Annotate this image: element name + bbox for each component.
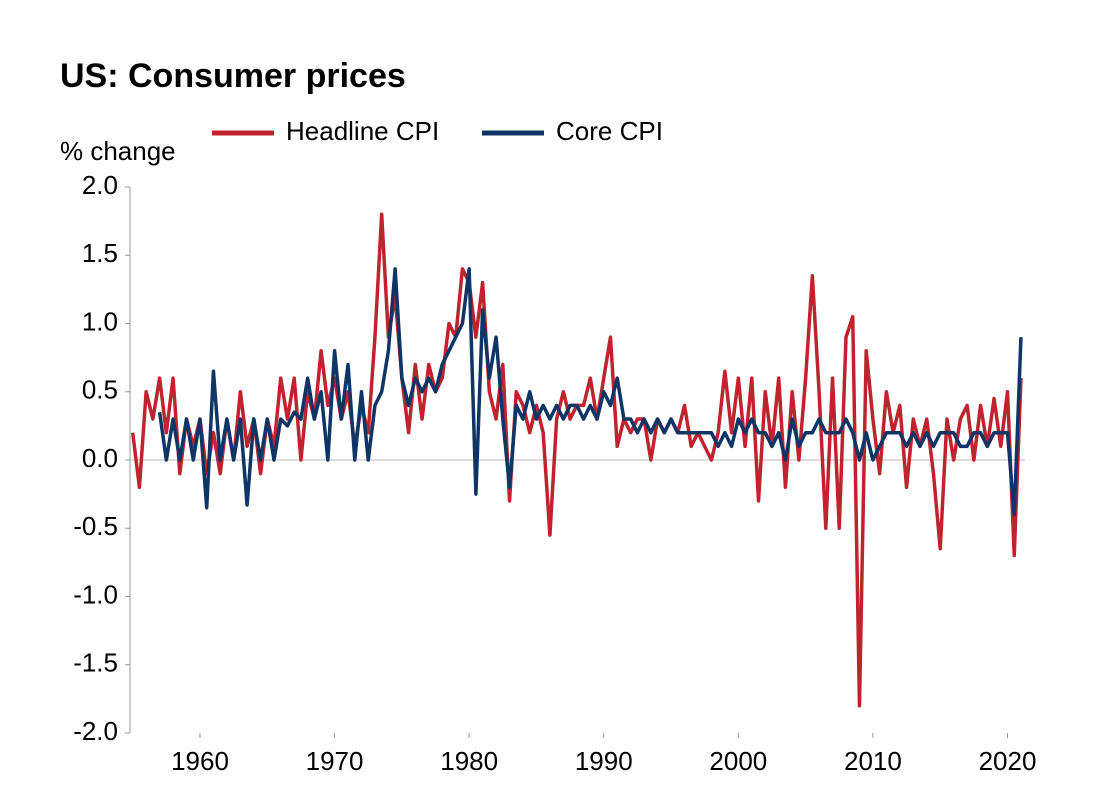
x-tick-label: 2010 <box>844 746 902 776</box>
x-tick-label: 2020 <box>979 746 1037 776</box>
chart-title: US: Consumer prices <box>60 57 406 95</box>
x-tick-label: 1970 <box>306 746 364 776</box>
x-tick-label: 1980 <box>440 746 498 776</box>
y-axis-label: % change <box>60 136 176 166</box>
x-tick-label: 1990 <box>575 746 633 776</box>
series-line <box>157 267 1023 517</box>
y-tick-label: -1.5 <box>73 648 118 678</box>
y-tick-label: -0.5 <box>73 511 118 541</box>
x-tick-label: 1960 <box>171 746 229 776</box>
y-tick-label: 2.0 <box>82 170 118 200</box>
y-tick-label: 1.5 <box>82 238 118 268</box>
legend-label: Core CPI <box>556 116 663 146</box>
legend-label: Headline CPI <box>286 116 439 146</box>
y-tick-label: -1.0 <box>73 579 118 609</box>
y-tick-label: 1.0 <box>82 306 118 336</box>
x-tick-label: 2000 <box>709 746 767 776</box>
y-tick-label: 0.0 <box>82 443 118 473</box>
y-tick-label: 0.5 <box>82 375 118 405</box>
y-tick-label: -2.0 <box>73 716 118 746</box>
